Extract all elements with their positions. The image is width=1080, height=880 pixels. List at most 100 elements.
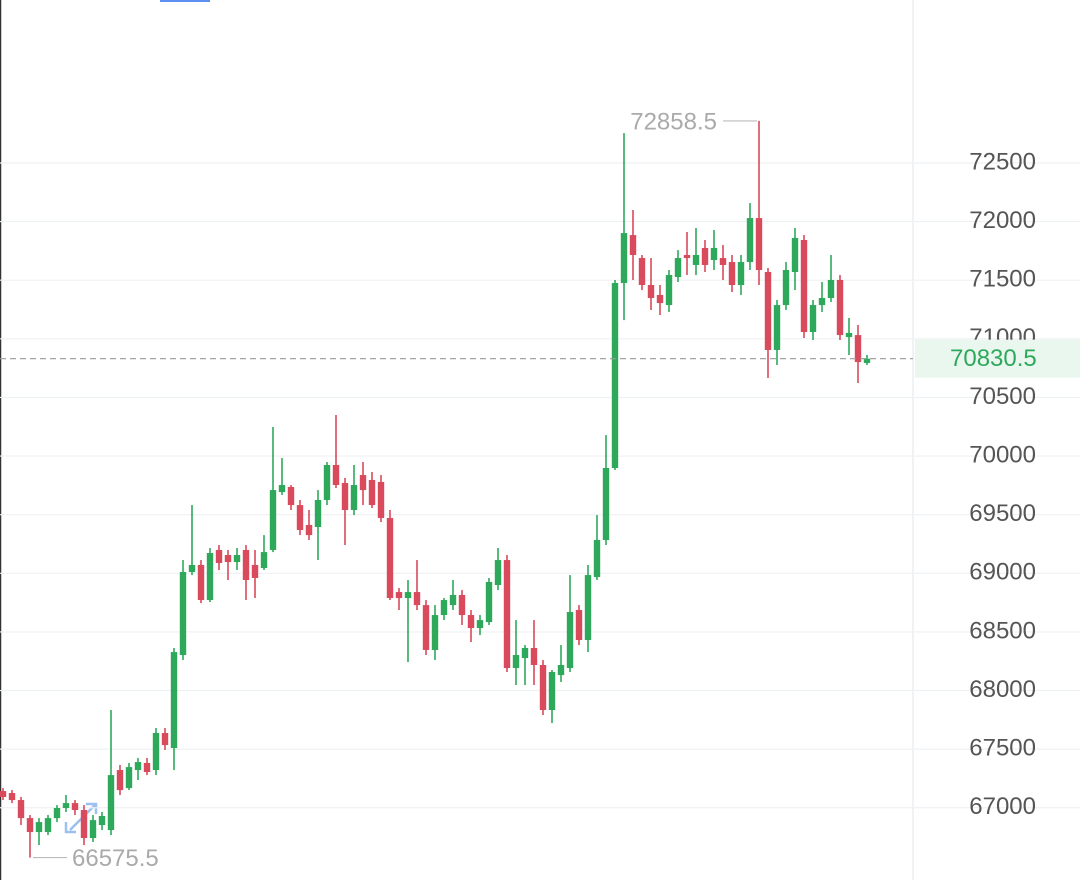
candle-body [440, 600, 448, 616]
candle-body [44, 818, 52, 833]
candle-body [863, 358, 871, 363]
candle-body [422, 605, 430, 650]
candle-body [647, 285, 655, 299]
candle-body [134, 762, 142, 771]
y-tick-label: 67000 [969, 793, 1036, 820]
candle-body [593, 540, 601, 578]
candle-body [188, 564, 196, 573]
candle-body [665, 275, 673, 306]
candle-body [710, 247, 718, 261]
candle-body [548, 672, 556, 711]
candle-body [26, 818, 34, 833]
candle-body [0, 791, 7, 797]
candle-body [530, 647, 538, 665]
candle-body [512, 655, 520, 669]
candle-body [683, 254, 691, 259]
candle-body [287, 487, 295, 506]
candle-body [359, 475, 367, 491]
top-indicator [160, 0, 210, 2]
candle-body [575, 609, 583, 641]
candle-body [215, 549, 223, 563]
candle-body [611, 283, 619, 469]
candle-body [503, 560, 511, 669]
candle-body [116, 770, 124, 791]
candles [0, 120, 871, 858]
candle-body [350, 485, 358, 510]
candle-body [485, 581, 493, 623]
y-tick-label: 68000 [969, 676, 1036, 703]
y-tick-label: 72000 [969, 207, 1036, 234]
candle-body [170, 652, 178, 748]
candle-body [206, 553, 214, 601]
candle-body [836, 279, 844, 336]
candle-body [197, 564, 205, 601]
candle-body [386, 517, 394, 599]
max-label: 72858.5 [630, 108, 717, 135]
candle-body [35, 822, 43, 833]
candle-body [152, 732, 160, 771]
y-tick-label: 67500 [969, 735, 1036, 762]
candle-body [539, 664, 547, 711]
candle-body [827, 279, 835, 299]
candle-body [89, 820, 97, 839]
candle-body [692, 254, 700, 265]
candle-body [431, 615, 439, 650]
candle-body [413, 592, 421, 606]
candle-body [368, 479, 376, 506]
candle-body [161, 732, 169, 746]
candle-body [62, 803, 70, 809]
y-tick-label: 70000 [969, 441, 1036, 468]
candle-body [404, 592, 412, 599]
candle-body [845, 332, 853, 338]
candle-body [8, 793, 16, 801]
candle-body [251, 564, 259, 578]
candle-body [224, 555, 232, 563]
candle-body [98, 815, 106, 826]
candle-body [314, 500, 322, 527]
candle-body [854, 335, 862, 363]
candle-body [143, 762, 151, 773]
candle-body [764, 271, 772, 350]
candle-body [728, 262, 736, 286]
candle-body [305, 524, 313, 536]
candle-body [656, 294, 664, 304]
candle-body [458, 594, 466, 616]
candle-body [557, 664, 565, 676]
candle-body [737, 262, 745, 286]
candle-body [755, 218, 763, 271]
candle-body [179, 572, 187, 656]
candle-body [800, 239, 808, 333]
candle-body [71, 803, 79, 811]
candle-body [341, 483, 349, 510]
y-tick-label: 71500 [969, 266, 1036, 293]
candle-body [476, 620, 484, 629]
candle-body [80, 810, 88, 839]
candle-body [233, 555, 241, 563]
candle-body [620, 233, 628, 284]
candle-body [53, 808, 61, 819]
overlay: 72858.5 66575.5 70830.5 [0, 108, 1080, 872]
candle-body [377, 481, 385, 518]
candle-body [449, 594, 457, 606]
candle-body [260, 552, 268, 569]
candle-body [296, 505, 304, 531]
candle-body [629, 235, 637, 255]
candle-body [242, 549, 250, 580]
candle-body [782, 270, 790, 306]
candle-body [467, 615, 475, 629]
y-tick-label: 70500 [969, 383, 1036, 410]
candle-body [125, 767, 133, 789]
candle-body [674, 258, 682, 278]
candle-body [638, 258, 646, 286]
y-tick-label: 69500 [969, 500, 1036, 527]
candle-body [602, 468, 610, 541]
y-tick-label: 69000 [969, 559, 1036, 586]
candle-body [17, 800, 25, 819]
candle-body [773, 305, 781, 350]
candle-body [494, 560, 502, 586]
candle-body [269, 490, 277, 550]
candle-body [746, 218, 754, 263]
candle-body [395, 592, 403, 599]
